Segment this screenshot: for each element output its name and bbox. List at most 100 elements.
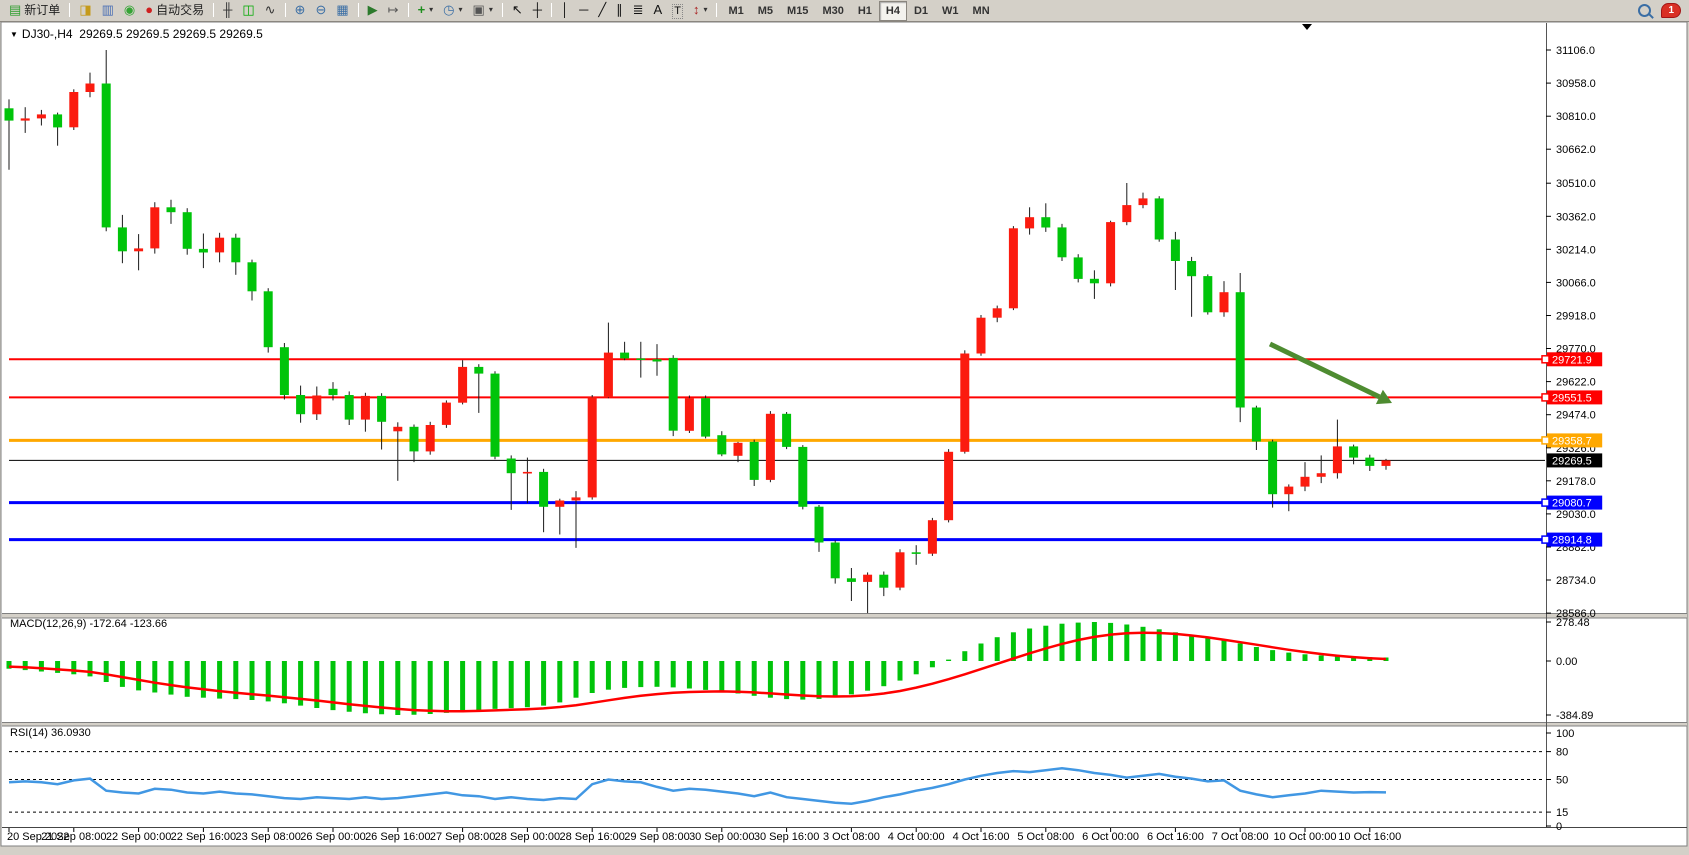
svg-text:50: 50	[1556, 775, 1568, 787]
line-chart-icon: ∿	[264, 2, 276, 17]
timeframe-d1[interactable]: D1	[913, 4, 929, 17]
text-button[interactable]: A	[649, 0, 668, 20]
bar-chart-button[interactable]: ╫	[218, 0, 237, 20]
level-price-tag: 29358.7	[1541, 433, 1603, 448]
timeframe-mn[interactable]: MN	[972, 4, 990, 17]
trend-arrow[interactable]	[1268, 341, 1381, 400]
level-price-tag: 29551.5	[1541, 390, 1603, 405]
candlestick-series	[4, 50, 1391, 614]
fibonacci-button[interactable]: ≣	[628, 0, 649, 20]
chart-shift-button[interactable]: ↦	[383, 0, 404, 20]
svg-text:5 Oct 08:00: 5 Oct 08:00	[1017, 831, 1074, 843]
svg-text:0: 0	[1556, 821, 1562, 833]
svg-text:278.48: 278.48	[1556, 617, 1590, 629]
svg-text:15: 15	[1556, 807, 1568, 819]
timeframe-m30[interactable]: M30	[822, 4, 844, 17]
chart-title: ▼ DJ30-,H4 29269.5 29269.5 29269.5 29269.…	[10, 27, 263, 41]
tile-windows-button[interactable]: ▦	[331, 0, 353, 20]
equidistant-channel-button[interactable]: ∥	[611, 0, 628, 20]
vertical-line-icon: │	[560, 2, 570, 17]
arrows-button[interactable]: ↕ ▾	[688, 0, 713, 20]
svg-text:29358.7: 29358.7	[1552, 435, 1592, 447]
auto-scroll-button[interactable]: ▶	[363, 0, 383, 20]
macd-label: MACD(12,26,9) -172.64 -123.66	[10, 618, 167, 630]
navigator-button[interactable]: ▥	[97, 0, 119, 20]
rsi-name: RSI(14)	[10, 727, 48, 739]
new-order-button-label: 新订单	[24, 3, 61, 17]
svg-text:6 Oct 00:00: 6 Oct 00:00	[1082, 831, 1139, 843]
zoom-out-button[interactable]: ⊖	[310, 0, 331, 20]
timeframe-m5[interactable]: M5	[757, 4, 774, 17]
symbol-dropdown-icon[interactable]: ▼	[10, 30, 18, 39]
chart-shift-marker[interactable]	[1302, 24, 1312, 30]
svg-text:29080.7: 29080.7	[1552, 498, 1592, 510]
notification-badge[interactable]: 1	[1661, 3, 1681, 18]
timeframe-m15[interactable]: M15	[787, 4, 809, 17]
svg-text:26 Sep 16:00: 26 Sep 16:00	[365, 831, 430, 843]
svg-text:29 Sep 08:00: 29 Sep 08:00	[624, 831, 689, 843]
templates-button[interactable]: ▣ ▾	[468, 0, 498, 20]
pane-splitter[interactable]	[2, 722, 1687, 727]
cursor-icon: ↖	[511, 2, 523, 17]
trendline-icon: ╱	[598, 2, 607, 17]
horizontal-line-icon: ─	[579, 2, 589, 17]
periods-button[interactable]: ◷ ▾	[438, 0, 467, 20]
indicators-button[interactable]: + ▾	[413, 0, 439, 20]
crosshair-button[interactable]: ┼	[528, 0, 547, 20]
chevron-down-icon[interactable]: ▾	[429, 5, 434, 14]
chevron-down-icon[interactable]: ▾	[703, 5, 708, 14]
svg-text:20 Sep 2022: 20 Sep 2022	[7, 831, 69, 843]
trend-arrow-head[interactable]	[1375, 389, 1392, 405]
line-chart-button[interactable]: ∿	[260, 0, 281, 20]
templates-icon: ▣	[472, 2, 485, 17]
trendline-button[interactable]: ╱	[593, 0, 611, 20]
current-price-tag: 29269.5	[1547, 453, 1603, 468]
level-price-tag: 29721.9	[1541, 352, 1603, 367]
signals-button[interactable]: ◉	[119, 0, 140, 20]
market-watch-button[interactable]: ◨	[74, 0, 96, 20]
svg-text:29030.0: 29030.0	[1556, 509, 1596, 521]
vertical-line-button[interactable]: │	[556, 0, 574, 20]
timeframe-h4[interactable]: H4	[878, 0, 907, 21]
svg-text:29178.0: 29178.0	[1556, 476, 1596, 488]
horizontal-line-button[interactable]: ─	[574, 0, 593, 20]
ohlc-values: 29269.5 29269.5 29269.5 29269.5	[79, 27, 263, 41]
svg-text:0.00: 0.00	[1556, 656, 1577, 668]
svg-text:29721.9: 29721.9	[1552, 354, 1592, 366]
svg-text:30662.0: 30662.0	[1556, 144, 1596, 156]
search-icon[interactable]	[1638, 4, 1652, 17]
timeframe-h1[interactable]: H1	[857, 4, 872, 17]
svg-text:30362.0: 30362.0	[1556, 211, 1596, 223]
svg-text:28 Sep 16:00: 28 Sep 16:00	[559, 831, 624, 843]
timeframe-buttons: M1 M5 M15 M30 H1 H4 D1 W1 MN	[721, 0, 996, 21]
price-chart[interactable]: 31106.0 30958.0 30810.0 30662.0 30510.0 30362…	[0, 21, 1689, 855]
signals-icon: ◉	[123, 2, 136, 17]
svg-text:30 Sep 00:00: 30 Sep 00:00	[689, 831, 754, 843]
level-price-tag: 29080.7	[1541, 495, 1603, 510]
svg-text:26 Sep 00:00: 26 Sep 00:00	[300, 831, 365, 843]
zoom-in-button[interactable]: ⊕	[290, 0, 311, 20]
level-price-tag: 28914.8	[1541, 532, 1603, 547]
chevron-down-icon[interactable]: ▾	[458, 5, 463, 14]
new-order-button[interactable]: ▤ 新订单	[4, 0, 65, 20]
candlestick-chart-icon: ◫	[242, 2, 255, 17]
timeframe-m1[interactable]: M1	[728, 4, 744, 17]
svg-text:10 Oct 00:00: 10 Oct 00:00	[1274, 831, 1337, 843]
svg-text:7 Oct 08:00: 7 Oct 08:00	[1212, 831, 1269, 843]
navigator-icon: ▥	[101, 2, 114, 17]
pane-splitter[interactable]	[2, 613, 1687, 619]
text-label-button[interactable]: T	[667, 1, 688, 22]
candlestick-chart-button[interactable]: ◫	[237, 0, 259, 20]
autotrading-button[interactable]: ● 自动交易	[140, 0, 209, 20]
timeframe-w1[interactable]: W1	[942, 4, 959, 17]
cursor-button[interactable]: ↖	[507, 0, 528, 20]
svg-text:22 Sep 16:00: 22 Sep 16:00	[171, 831, 236, 843]
svg-text:30510.0: 30510.0	[1556, 178, 1596, 190]
symbol-period-label: DJ30-,H4	[21, 27, 73, 41]
chevron-down-icon[interactable]: ▾	[488, 5, 493, 14]
svg-text:28734.0: 28734.0	[1556, 575, 1596, 587]
svg-text:4 Oct 16:00: 4 Oct 16:00	[953, 831, 1010, 843]
svg-text:28586.0: 28586.0	[1556, 608, 1596, 620]
crosshair-icon: ┼	[532, 2, 542, 17]
